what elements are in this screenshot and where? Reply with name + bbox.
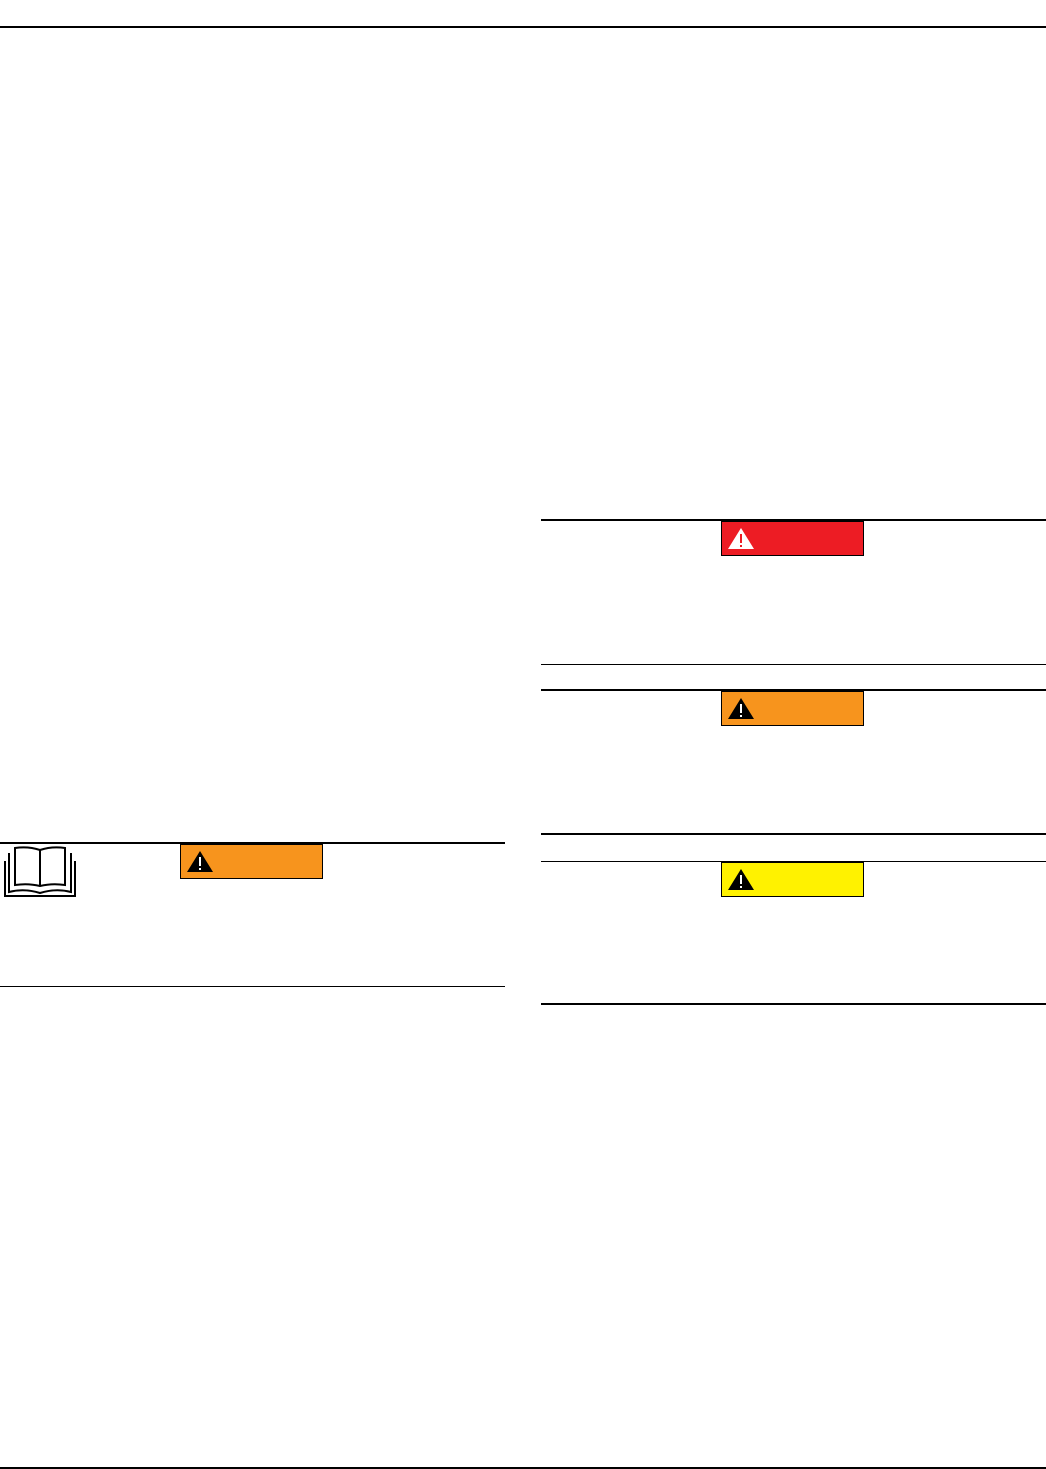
warning-banner	[721, 691, 864, 726]
warning-bottom-rule	[541, 833, 1046, 835]
warning-triangle-icon	[728, 698, 754, 719]
warning-triangle-icon	[187, 851, 213, 872]
danger-top-rule	[541, 519, 1046, 521]
caution-bottom-rule	[541, 1003, 1046, 1005]
warning-triangle-icon	[728, 869, 754, 890]
footer-rule	[0, 1467, 1046, 1469]
danger-banner	[721, 521, 864, 556]
warning-banner	[180, 844, 323, 879]
danger-bottom-rule	[541, 664, 1046, 665]
warning-triangle-icon	[728, 528, 754, 549]
manual-warning-top-rule	[0, 842, 505, 844]
header-rule	[0, 26, 1046, 28]
manual-warning-bottom-rule	[0, 986, 505, 987]
open-book-icon	[4, 846, 76, 897]
warning-top-rule	[541, 689, 1046, 691]
caution-top-rule	[541, 861, 1046, 862]
caution-banner	[721, 862, 864, 897]
